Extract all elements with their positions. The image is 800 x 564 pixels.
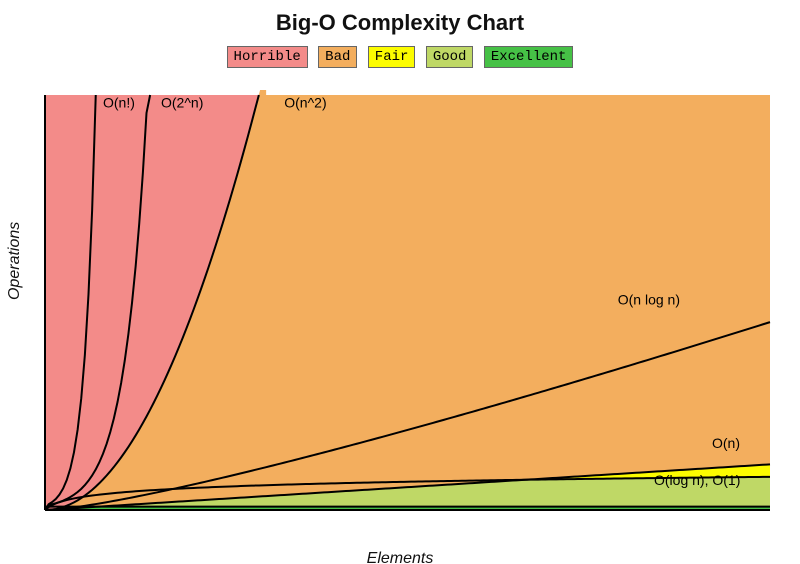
curve-label-nlogn: O(n log n) xyxy=(618,292,680,308)
big-o-chart-container: Big-O Complexity Chart Horrible Bad Fair… xyxy=(0,10,800,564)
legend-bad: Bad xyxy=(318,46,357,68)
legend-horrible: Horrible xyxy=(227,46,308,68)
y-axis-label: Operations xyxy=(6,222,24,300)
curve-label-quadratic: O(n^2) xyxy=(284,94,326,110)
curve-label-factorial: O(n!) xyxy=(103,94,135,110)
chart-area: O(n!) O(2^n) O(n^2) O(n log n) O(n) O(log n),… xyxy=(30,90,775,535)
legend-good: Good xyxy=(426,46,474,68)
curve-label-linear: O(n) xyxy=(712,435,740,451)
x-axis-label: Elements xyxy=(0,550,800,564)
legend-fair: Fair xyxy=(368,46,416,68)
chart-svg: O(n!) O(2^n) O(n^2) O(n log n) O(n) O(log n),… xyxy=(30,90,775,535)
legend: Horrible Bad Fair Good Excellent xyxy=(0,46,800,68)
curve-label-exp: O(2^n) xyxy=(161,94,203,110)
chart-title: Big-O Complexity Chart xyxy=(0,10,800,36)
curve-label-log_const: O(log n), O(1) xyxy=(654,472,740,488)
legend-excellent: Excellent xyxy=(484,46,574,68)
